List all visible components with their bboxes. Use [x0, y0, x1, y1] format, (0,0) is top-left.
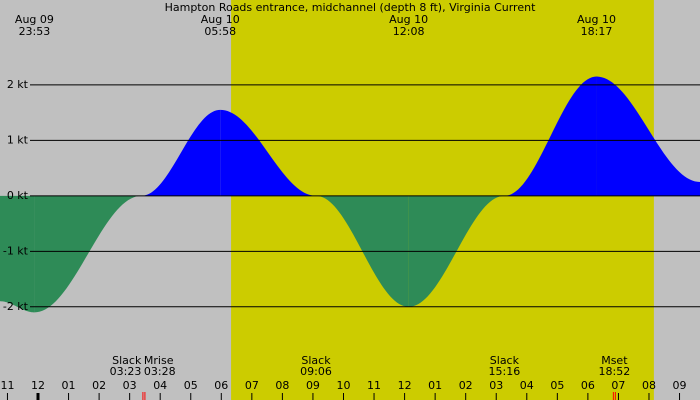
y-tick-label: 0 kt	[7, 189, 29, 202]
chart-title: Hampton Roads entrance, midchannel (dept…	[165, 1, 536, 14]
event-name: Slack	[112, 354, 142, 367]
x-tick-label: 01	[428, 379, 442, 392]
flood-area	[141, 109, 221, 196]
event-date: Aug 10	[201, 13, 240, 26]
y-tick-label: 2 kt	[7, 78, 29, 91]
x-tick-label: 02	[92, 379, 106, 392]
x-tick-label: 05	[550, 379, 564, 392]
y-tick-label: -2 kt	[3, 300, 29, 313]
flood-area	[596, 76, 700, 196]
event-time: 18:17	[581, 25, 613, 38]
x-tick-label: 09	[673, 379, 687, 392]
x-tick-label: 06	[214, 379, 228, 392]
event-time: 12:08	[393, 25, 425, 38]
x-tick-label: 12	[31, 379, 45, 392]
event-time: 15:16	[489, 365, 521, 378]
x-tick-label: 11	[0, 379, 14, 392]
x-tick-label: 08	[275, 379, 289, 392]
x-tick-label: 08	[642, 379, 656, 392]
x-tick-label: 11	[367, 379, 381, 392]
event-time: 03:23	[110, 365, 142, 378]
x-tick-label: 07	[245, 379, 259, 392]
x-tick-label: 09	[306, 379, 320, 392]
event-name: Slack	[301, 354, 331, 367]
flood-area	[504, 76, 597, 196]
x-tick-label: 01	[62, 379, 76, 392]
event-name: Slack	[490, 354, 520, 367]
x-tick-label: 10	[336, 379, 350, 392]
ebb-area	[0, 195, 35, 313]
event-time: 03:28	[144, 365, 176, 378]
event-date: Aug 10	[389, 13, 428, 26]
event-time: 09:06	[300, 365, 332, 378]
event-time: 05:58	[204, 25, 236, 38]
x-tick-label: 06	[581, 379, 595, 392]
flood-area	[220, 109, 316, 196]
event-date: Aug 10	[577, 13, 616, 26]
x-tick-label: 04	[520, 379, 534, 392]
x-tick-label: 02	[459, 379, 473, 392]
event-name: Mrise	[144, 354, 174, 367]
x-tick-label: 12	[398, 379, 412, 392]
event-time: 23:53	[19, 25, 51, 38]
x-tick-label: 03	[123, 379, 137, 392]
x-tick-label: 05	[184, 379, 198, 392]
event-time: 18:52	[599, 365, 631, 378]
x-tick-label: 04	[153, 379, 167, 392]
y-tick-label: -1 kt	[3, 244, 29, 257]
event-date: Aug 09	[15, 13, 54, 26]
event-name: Mset	[601, 354, 628, 367]
x-tick-label: 07	[611, 379, 625, 392]
y-tick-label: 1 kt	[7, 133, 29, 146]
ebb-area	[34, 195, 142, 313]
x-tick-label: 03	[489, 379, 503, 392]
